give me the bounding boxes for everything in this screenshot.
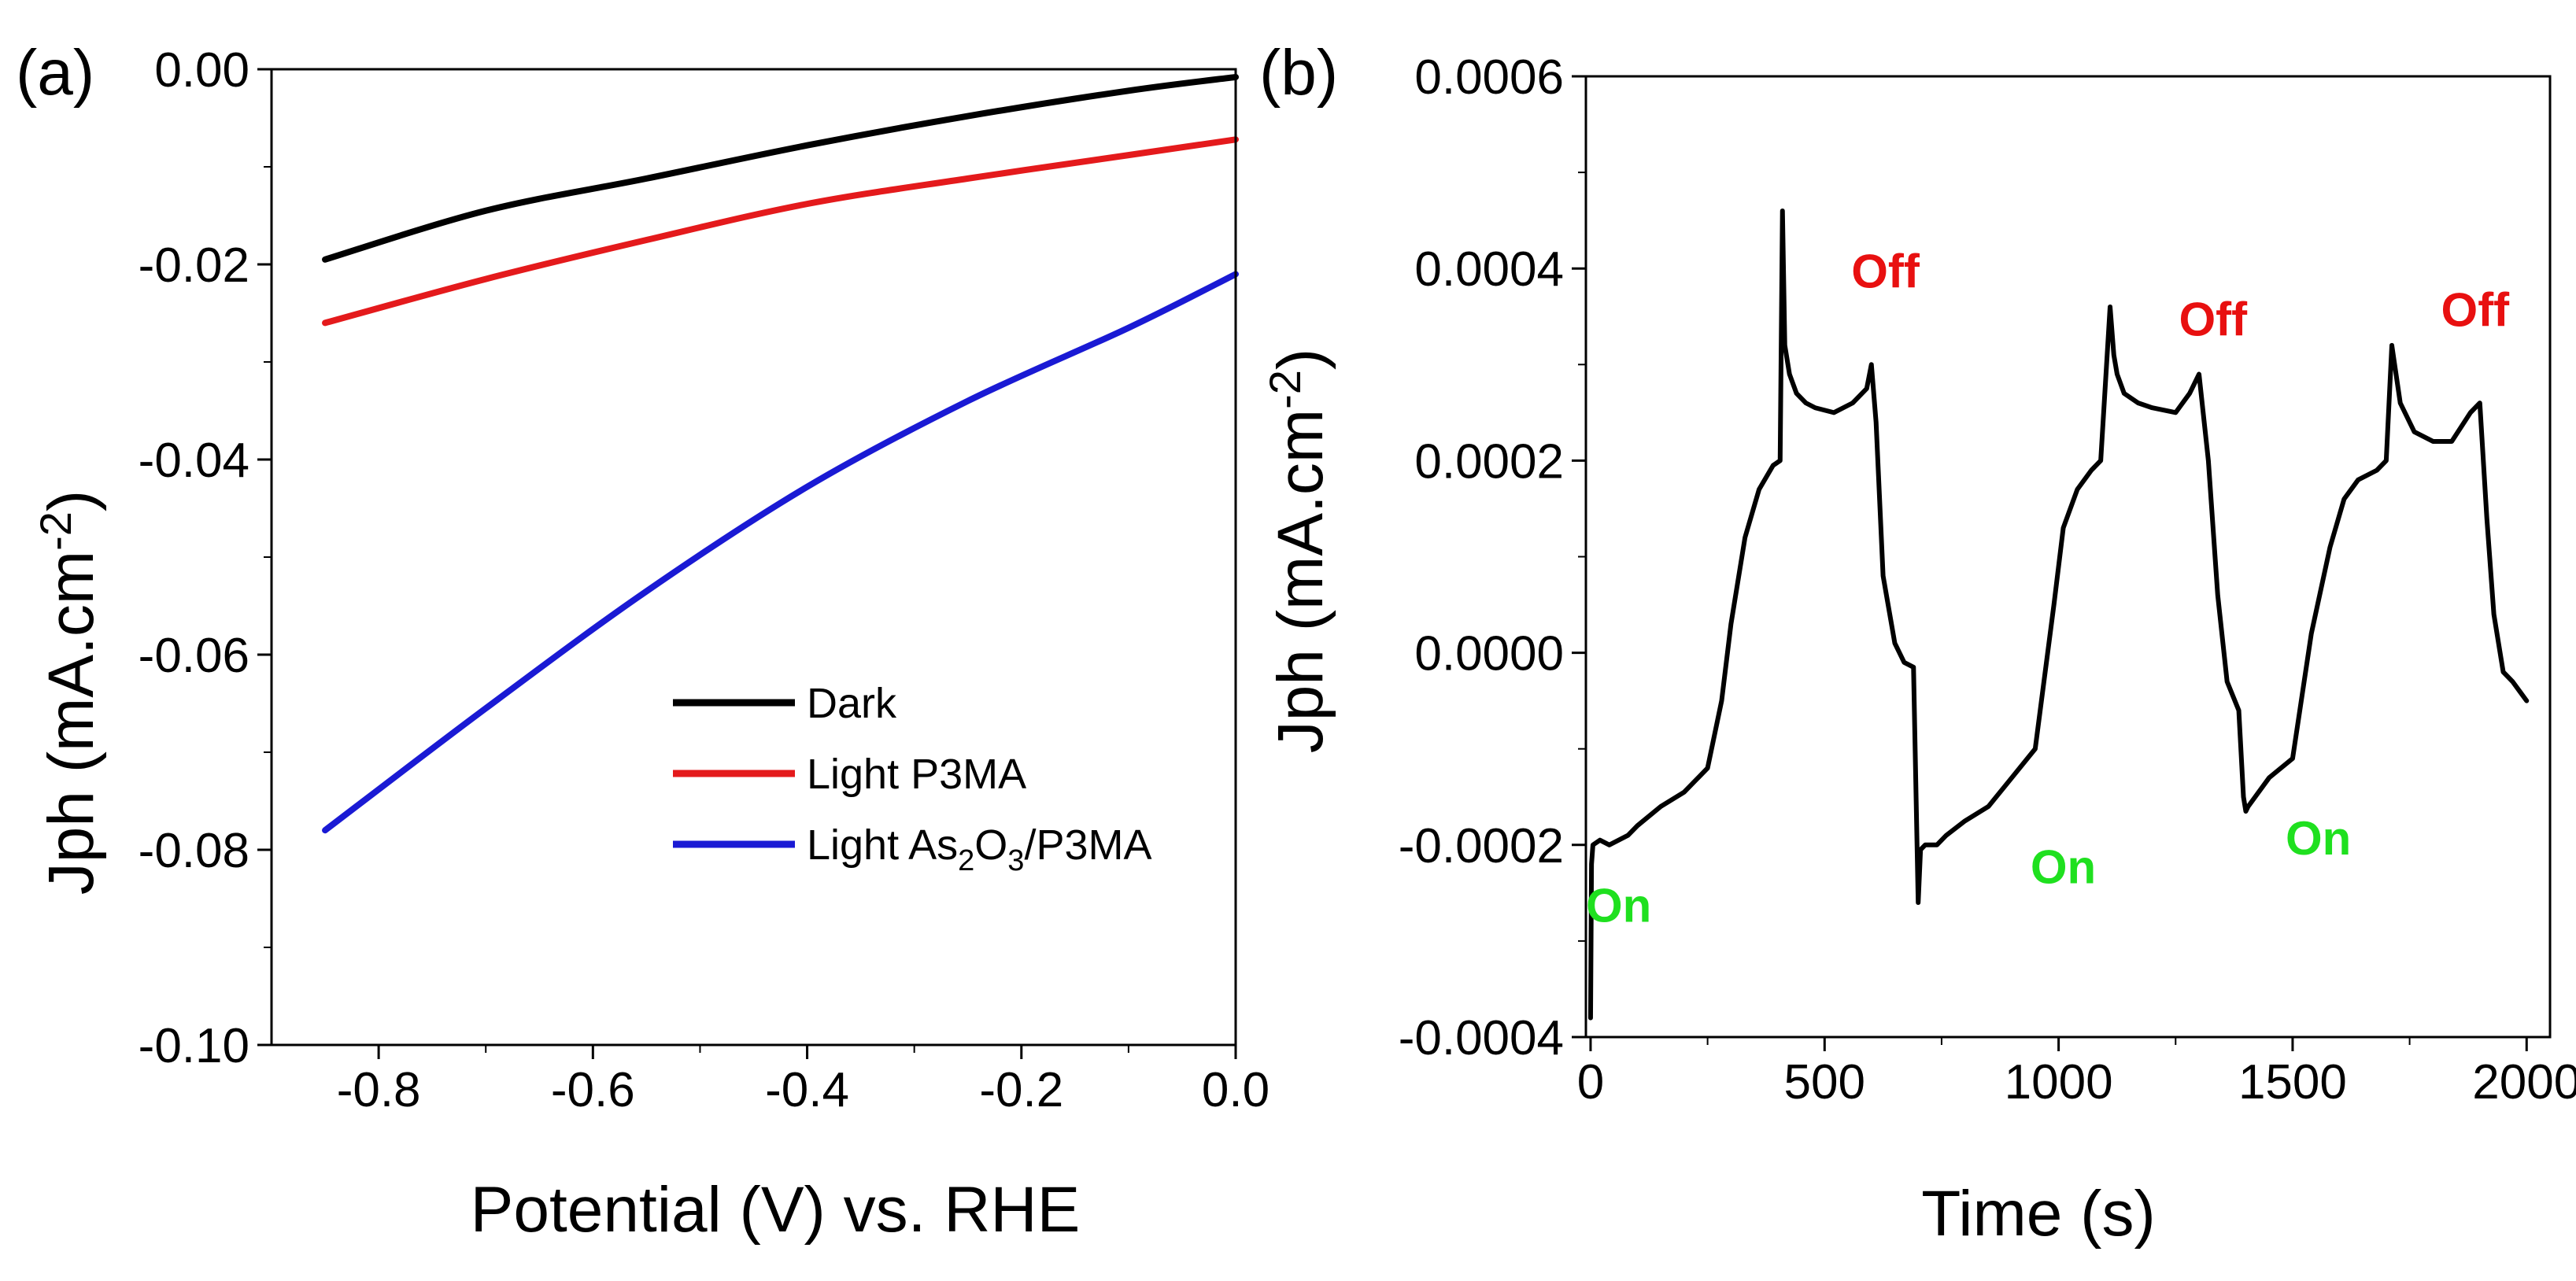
panel-b-y-axis-label: Jph (mA.cm-2) bbox=[1260, 349, 1336, 754]
legend-label-light-p3ma: Light P3MA bbox=[807, 751, 1026, 798]
panel-b-series-jph bbox=[1587, 208, 2530, 1021]
panel-b-x-tick-label-0: 0 bbox=[1577, 1055, 1604, 1109]
panel-a-x-tick-label-4: 0.0 bbox=[1202, 1063, 1270, 1117]
panel-a-y-tick-label-3: -0.06 bbox=[139, 629, 249, 683]
panel-a-series-group bbox=[322, 73, 1239, 834]
panel-b-x-axis-label: Time (s) bbox=[1921, 1178, 2156, 1250]
legend-as-sub2: 3 bbox=[1007, 844, 1024, 877]
legend-as-suffix: /P3MA bbox=[1024, 821, 1151, 869]
panel-a-y-tick-label-4: -0.08 bbox=[139, 824, 249, 878]
panel-a-label: (a) bbox=[16, 37, 94, 109]
panel-b-y-tick-label-0: 0.0006 bbox=[1414, 50, 1564, 105]
panel-a-x-axis-label: Potential (V) vs. RHE bbox=[471, 1174, 1081, 1246]
legend-as-mid: O bbox=[974, 821, 1007, 869]
legend-as-prefix: Light As bbox=[807, 821, 958, 869]
panel-b-x-tick-label-3: 1500 bbox=[2238, 1055, 2347, 1109]
panel-a-y-tick-label-0: 0.00 bbox=[154, 43, 249, 98]
panel-b-y-tick-label-3: 0.0000 bbox=[1414, 627, 1564, 681]
panel-a-y-axis-label-main: Jph (mA.cm bbox=[35, 551, 107, 895]
panel-b-y-axis-label-sup: -2 bbox=[1260, 370, 1310, 409]
panel-a-chart: (a) -0.8 -0.6 -0.4 -0.2 0.00.00-0.02-0.04-0.… bbox=[16, 37, 1270, 1246]
panel-a-y-axis-label-close: ) bbox=[35, 490, 107, 511]
annotation-on-4: On bbox=[2286, 812, 2351, 865]
panel-a-y-axis-label-sup: -2 bbox=[31, 511, 80, 551]
annotation-on-0: On bbox=[1586, 879, 1651, 932]
annotation-off-5: Off bbox=[2441, 283, 2511, 336]
panel-b-annotations: On Off On Off On Off bbox=[1586, 245, 2510, 932]
legend-as-sub1: 2 bbox=[958, 844, 974, 877]
panel-b-y-tick-label-4: -0.0002 bbox=[1399, 819, 1564, 873]
panel-a-x-tick-label-2: -0.4 bbox=[765, 1063, 849, 1117]
panel-a-series-dark bbox=[322, 73, 1239, 263]
panel-b-x-tick-label-2: 1000 bbox=[2005, 1055, 2113, 1109]
panel-b-y-axis-label-close: ) bbox=[1265, 349, 1336, 370]
panel-a-legend: Dark Light P3MA Light As2O3/P3MA bbox=[673, 680, 1152, 877]
panel-a-y-tick-label-1: -0.02 bbox=[139, 238, 249, 293]
panel-b-x-tick-label-1: 500 bbox=[1784, 1055, 1865, 1109]
panel-a-y-tick-label-5: -0.10 bbox=[139, 1019, 249, 1073]
panel-b-x-tick-label-4: 2000 bbox=[2472, 1055, 2576, 1109]
panel-a-x-tick-label-1: -0.6 bbox=[551, 1063, 635, 1117]
annotation-off-3: Off bbox=[2179, 293, 2249, 346]
annotation-on-2: On bbox=[2031, 841, 2096, 894]
legend-label-dark: Dark bbox=[807, 680, 897, 727]
panel-a-series-light-as2o3-p3ma bbox=[322, 271, 1239, 834]
panel-b-y-axis-label-main: Jph (mA.cm bbox=[1265, 409, 1336, 753]
legend-label-light-as2o3-p3ma: Light As2O3/P3MA bbox=[807, 821, 1152, 877]
panel-b-y-tick-label-5: -0.0004 bbox=[1399, 1011, 1564, 1065]
panel-a-x-tick-label-0: -0.8 bbox=[337, 1063, 421, 1117]
panel-b-axes: 0 500 1000 1500 2000 0.0006 0.0004 0.0002 0.0000… bbox=[1399, 50, 2576, 1109]
panel-b-y-tick-label-1: 0.0004 bbox=[1414, 242, 1564, 297]
panel-a-axes: -0.8 -0.6 -0.4 -0.2 0.0 0.00 -0.02 -0.04 -0.06 -0… bbox=[139, 43, 1270, 1117]
panel-a-y-axis-label: Jph (mA.cm-2) bbox=[31, 490, 107, 895]
panel-b-y-tick-label-2: 0.0002 bbox=[1414, 434, 1564, 489]
panel-a-x-tick-label-3: -0.2 bbox=[979, 1063, 1063, 1117]
panel-b-label: (b) bbox=[1259, 37, 1338, 109]
panel-a-series-light-p3ma bbox=[322, 136, 1239, 327]
panel-b-series-group bbox=[1587, 208, 2530, 1021]
panel-b-chart: (b) 0 500 1000 1500 2000 0.0006 0.0004 0.0002 0.… bbox=[1259, 37, 2576, 1250]
panel-a-y-tick-label-2: -0.04 bbox=[139, 434, 249, 488]
annotation-off-1: Off bbox=[1851, 245, 1920, 298]
